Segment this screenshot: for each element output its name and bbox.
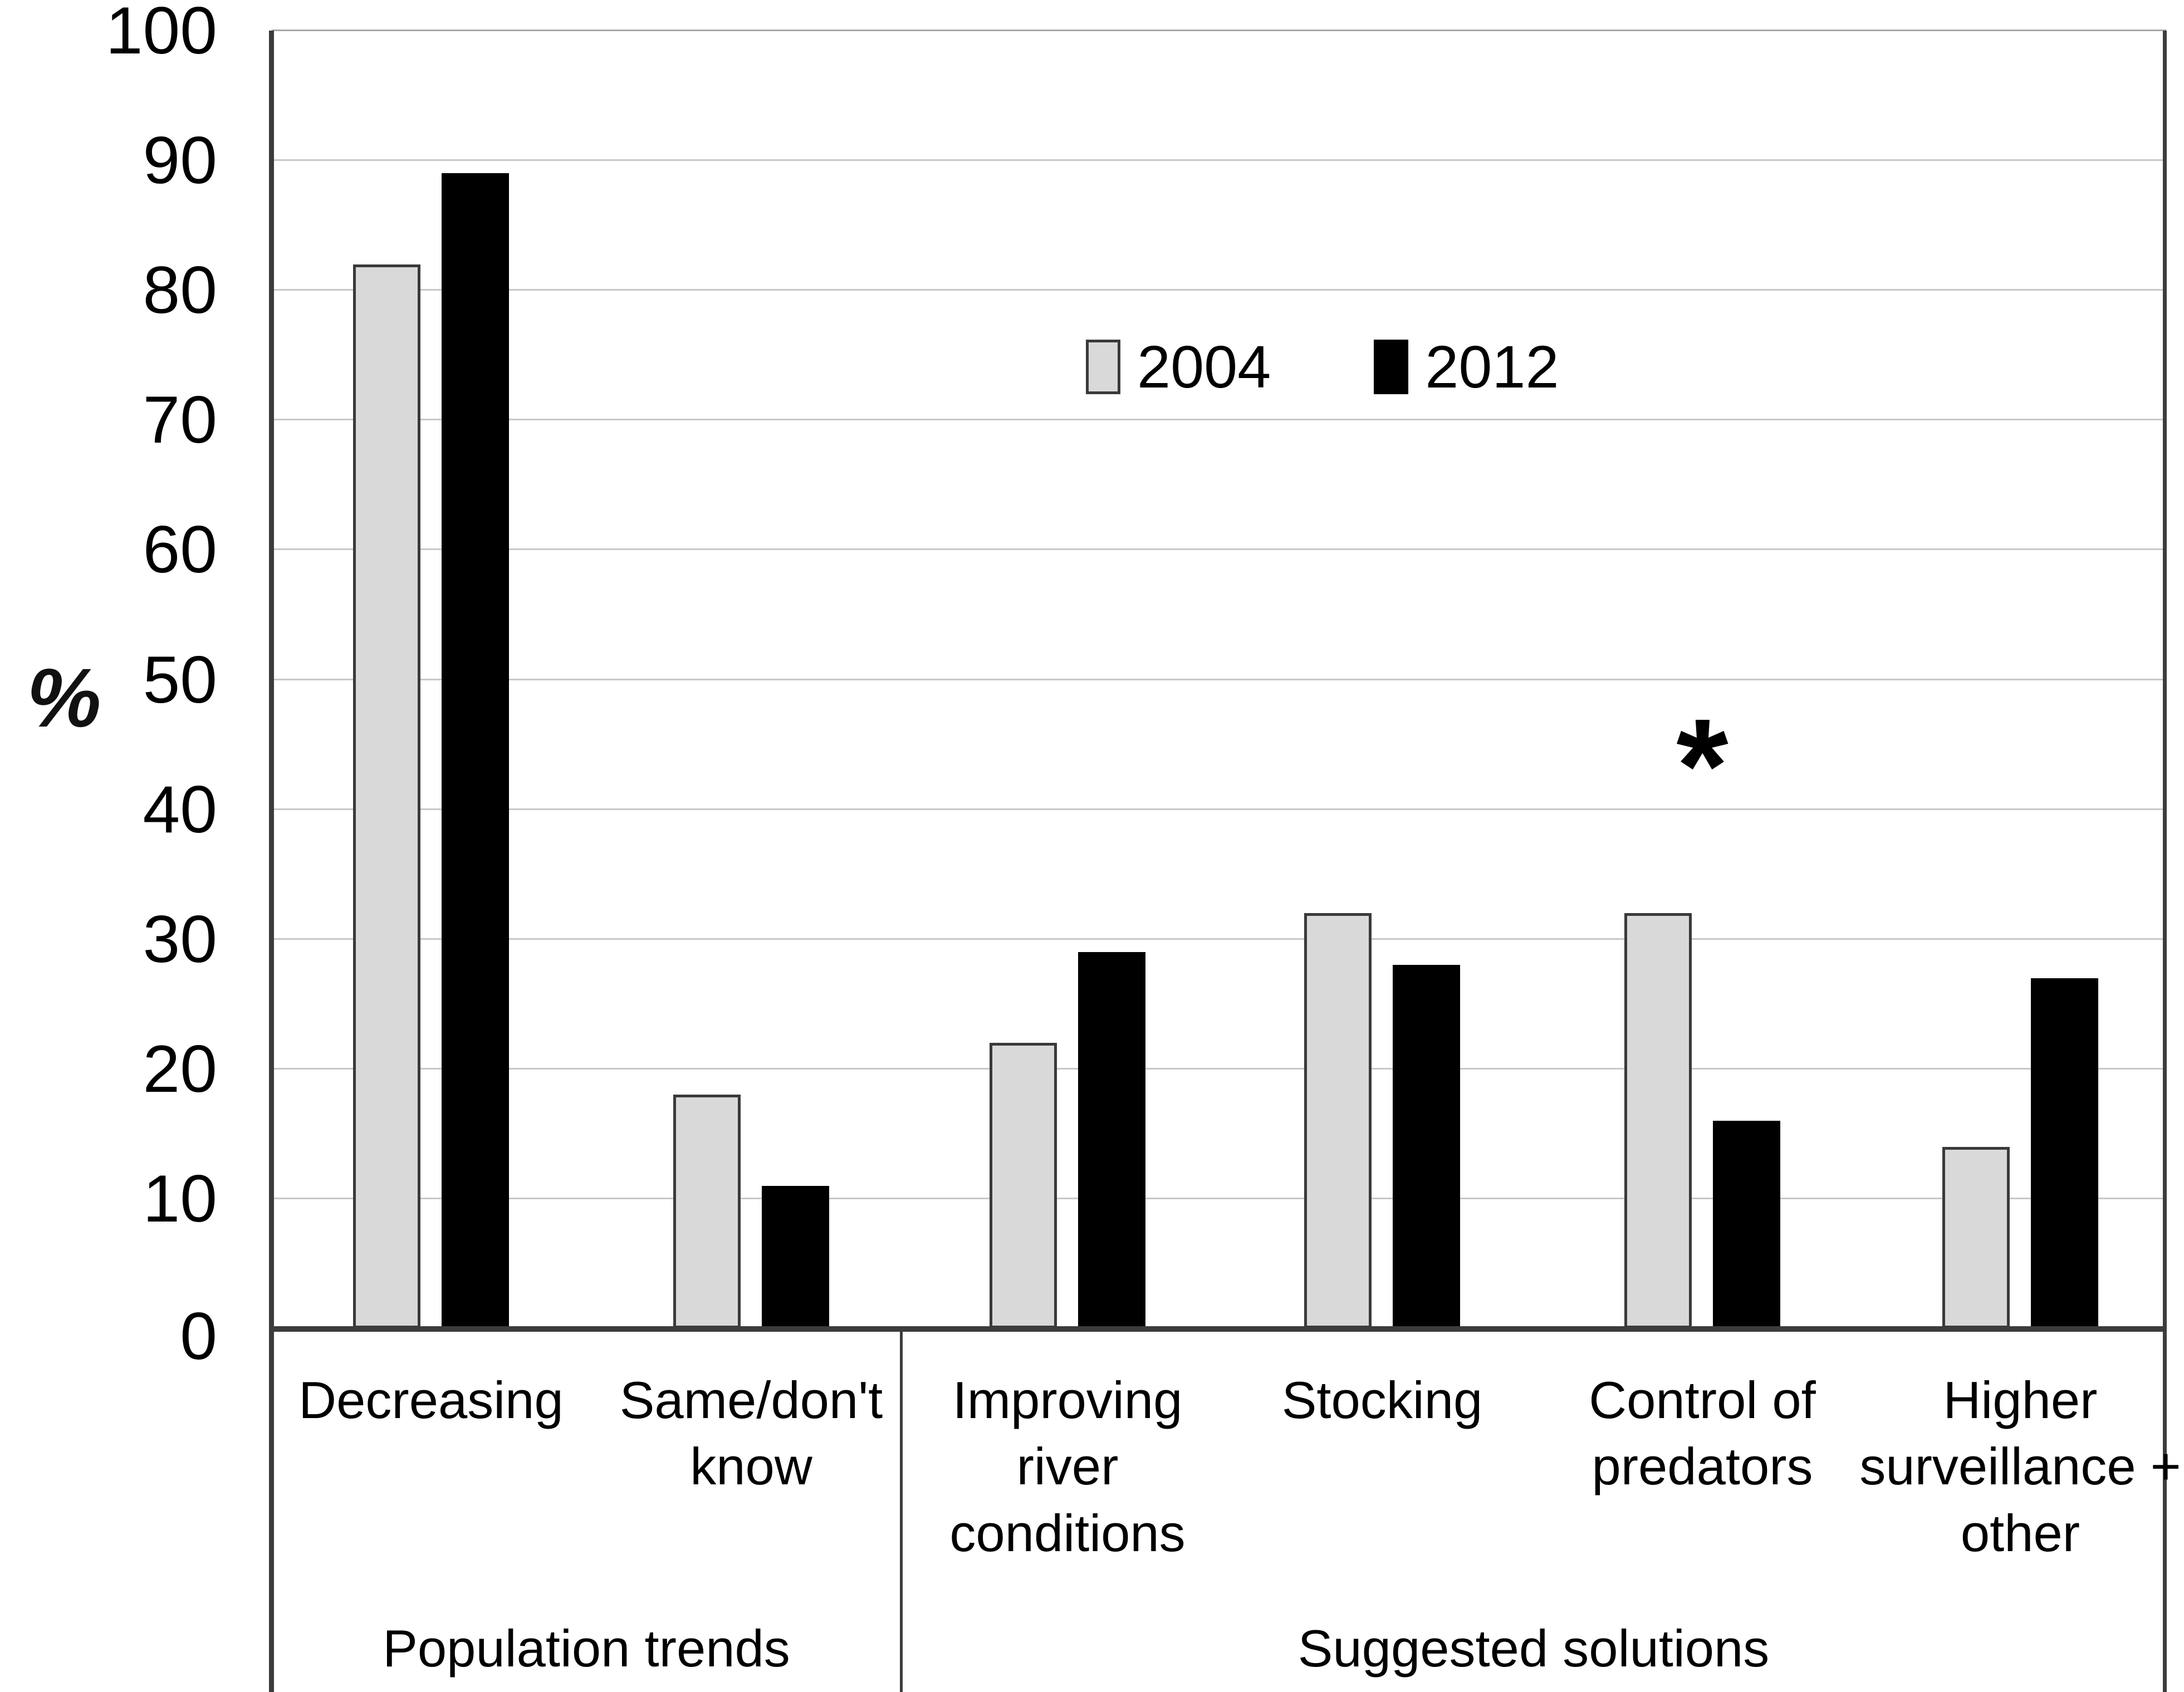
- category-section-divider: [900, 1332, 903, 1692]
- y-tick-label-90: 90: [143, 123, 217, 198]
- gridline-50: [272, 678, 2166, 680]
- legend-item-2012: 2012: [1374, 337, 1559, 397]
- y-tick-label-70: 70: [143, 382, 217, 457]
- y-tick-label-30: 30: [143, 902, 217, 977]
- y-tick-label-100: 100: [105, 0, 217, 68]
- gridline-40: [272, 808, 2166, 810]
- y-axis-line: [269, 31, 274, 1692]
- bar-2004-higher-surveillance-other: [1942, 1147, 2010, 1328]
- significance-asterisk: *: [1676, 691, 1728, 840]
- plot-area: [272, 30, 2166, 1328]
- y-tick-label-40: 40: [143, 772, 217, 847]
- legend-item-2004: 2004: [1086, 337, 1271, 397]
- bar-2012-same-don-t-know: [762, 1186, 829, 1328]
- bar-2004-stocking: [1304, 913, 1372, 1328]
- bar-2004-same-don-t-know: [673, 1095, 741, 1328]
- category-label-higher-surveillance-other: Higher surveillance + other: [1859, 1371, 2181, 1562]
- category-label-control-of-predators: Control of predators: [1589, 1371, 1816, 1496]
- category-label-improving-river-conditions: Improving river conditions: [949, 1371, 1186, 1562]
- bar-2004-decreasing: [353, 264, 420, 1328]
- gridline-20: [272, 1067, 2166, 1070]
- y-tick-label-50: 50: [143, 643, 217, 717]
- bar-2004-improving-river-conditions: [990, 1043, 1057, 1328]
- gridline-60: [272, 548, 2166, 551]
- legend-swatch-2004: [1086, 340, 1120, 394]
- bar-2012-decreasing: [442, 173, 509, 1328]
- bar-2004-control-of-predators: [1624, 913, 1692, 1328]
- y-tick-label-80: 80: [143, 253, 217, 327]
- bar-2012-control-of-predators: [1713, 1121, 1780, 1328]
- gridline-70: [272, 419, 2166, 421]
- gridline-100: [272, 30, 2166, 31]
- y-tick-label-20: 20: [143, 1032, 217, 1106]
- bar-2012-stocking: [1393, 965, 1460, 1328]
- legend: 2004 2012: [1086, 337, 1559, 397]
- gridline-10: [272, 1197, 2166, 1199]
- legend-label-2004: 2004: [1137, 333, 1271, 400]
- legend-label-2012: 2012: [1425, 333, 1559, 400]
- gridline-80: [272, 289, 2166, 291]
- plot-right-border: [2163, 31, 2167, 1692]
- x-axis-line: [269, 1326, 2167, 1332]
- category-label-decreasing: Decreasing: [298, 1371, 564, 1429]
- section-label-suggested-solutions: Suggested solutions: [1297, 1619, 1770, 1678]
- category-label-same-don-t-know: Same/don't know: [619, 1371, 883, 1496]
- y-axis-title: %: [27, 651, 101, 744]
- bar-2012-improving-river-conditions: [1078, 952, 1145, 1328]
- section-label-population-trends: Population trends: [383, 1619, 790, 1678]
- y-tick-label-60: 60: [143, 512, 217, 587]
- legend-swatch-2012: [1374, 340, 1409, 394]
- gridline-30: [272, 938, 2166, 940]
- y-tick-label-10: 10: [143, 1161, 217, 1236]
- gridline-90: [272, 159, 2166, 161]
- category-label-stocking: Stocking: [1281, 1371, 1483, 1429]
- bar-2012-higher-surveillance-other: [2031, 978, 2098, 1328]
- y-tick-label-0: 0: [180, 1299, 217, 1374]
